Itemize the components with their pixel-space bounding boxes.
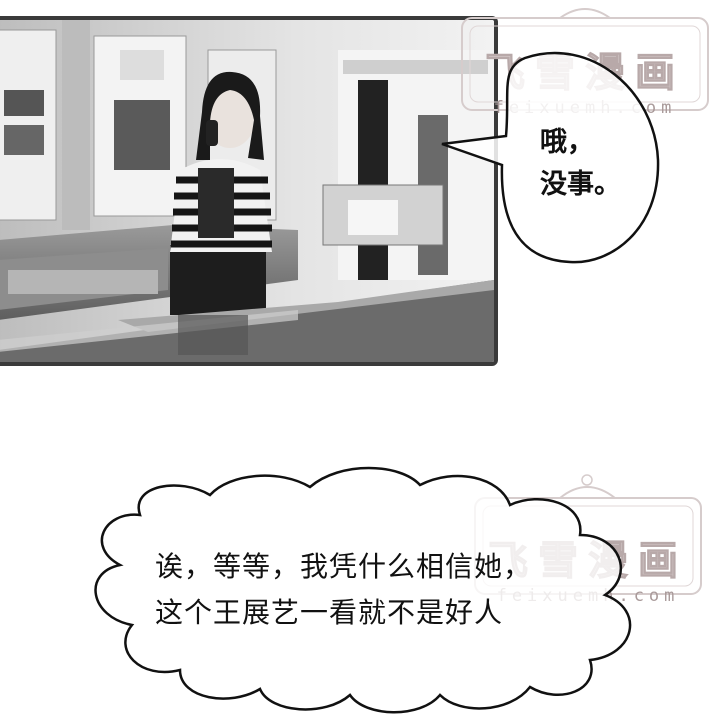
photo-panel [0, 16, 498, 366]
speech-bubble-text: 哦， 没事。 [540, 122, 621, 206]
museum-scene [0, 20, 494, 362]
thought-bubble [94, 466, 632, 714]
thought-line-2: 这个王展艺一看就不是好人 [155, 596, 504, 629]
thought-line-1: 诶，等等，我凭什么相信她， [155, 550, 533, 583]
speech-bubble [441, 51, 660, 264]
speech-line-1: 哦， [540, 127, 594, 158]
woman-figure [170, 71, 272, 315]
speech-line-2: 没事。 [540, 169, 621, 200]
thought-bubble-text: 诶，等等，我凭什么相信她， 这个王展艺一看就不是好人 [155, 544, 532, 636]
